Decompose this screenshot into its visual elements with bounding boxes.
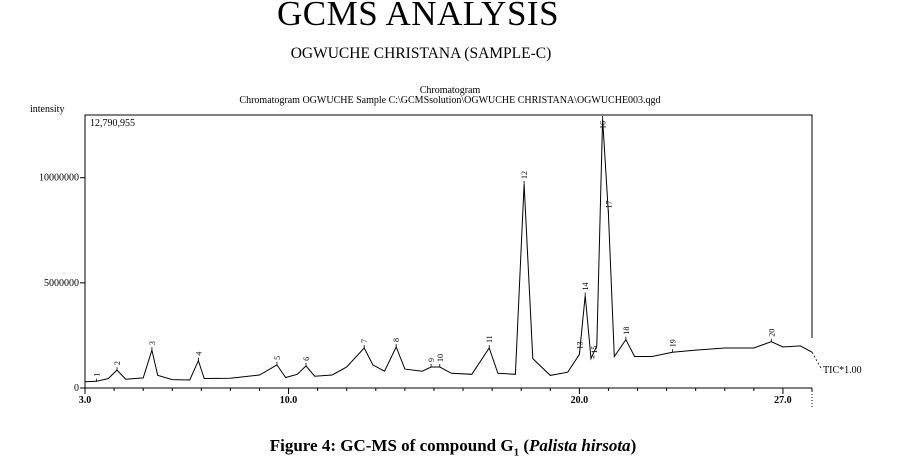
peak-label: 13 xyxy=(575,341,584,349)
peak-label: 8 xyxy=(392,338,401,342)
tic-trace xyxy=(84,118,813,383)
figure-caption: Figure 4: GC-MS of compound G1 (Palista … xyxy=(0,436,900,458)
peak-label: 20 xyxy=(767,329,776,337)
peak-label: 10 xyxy=(436,354,445,362)
peak-label: 12 xyxy=(520,171,529,179)
y-tick-label: 0 xyxy=(74,383,79,394)
peak-label: 18 xyxy=(622,327,631,335)
peak-label: 6 xyxy=(302,357,311,361)
caption-subscript: 1 xyxy=(513,446,520,459)
caption-prefix: Figure 4: GC-MS of compound G xyxy=(269,436,514,455)
sample-title: OGWUCHE CHRISTANA (SAMPLE-C) xyxy=(290,45,552,62)
peak-label: 1 xyxy=(93,373,102,377)
peak-label: 5 xyxy=(273,356,282,360)
caption-open: ( xyxy=(519,436,529,455)
caption-species: Palista hirsota xyxy=(529,436,631,455)
plot-frame xyxy=(84,114,813,408)
max-intensity-readout: 12,790,955 xyxy=(90,118,135,129)
peak-label: 16 xyxy=(599,121,608,129)
x-tick-label: 27.0 xyxy=(774,395,792,406)
peak-label: 17 xyxy=(604,200,613,208)
peak-label: 19 xyxy=(668,339,677,347)
peak-label: 11 xyxy=(485,335,494,343)
y-tick-label: 10000000 xyxy=(39,173,79,184)
page-title: GCMS ANALYSIS xyxy=(276,0,560,33)
y-tick-label: 5000000 xyxy=(44,278,79,289)
peak-label: 2 xyxy=(113,361,122,365)
peak-label: 7 xyxy=(360,339,369,343)
peak-label: 15 xyxy=(590,346,599,354)
caption-close: ) xyxy=(630,436,637,455)
chart-subtitle: Chromatogram OGWUCHE Sample C:\GCMSsolut… xyxy=(239,95,661,106)
peak-label: 9 xyxy=(427,358,436,362)
x-tick-label: 20.0 xyxy=(571,395,589,406)
peak-label: 3 xyxy=(148,341,157,345)
peak-label: 4 xyxy=(194,352,203,356)
peak-label: 14 xyxy=(581,282,590,290)
chart-title: Chromatogram xyxy=(419,85,481,96)
x-tick-label: 10.0 xyxy=(280,395,298,406)
trace-label: TIC*1.00 xyxy=(823,365,862,376)
tic-trace-group xyxy=(84,118,823,383)
trace-label-leader xyxy=(811,352,823,371)
y-axis-ticks: 0 5000000 10000000 xyxy=(39,173,85,394)
y-axis-label: intensity xyxy=(30,104,65,115)
x-axis-ticks: 3.0 10.0 20.0 27.0 xyxy=(79,388,813,406)
x-tick-label: 3.0 xyxy=(79,395,92,406)
plot-border xyxy=(84,114,813,388)
